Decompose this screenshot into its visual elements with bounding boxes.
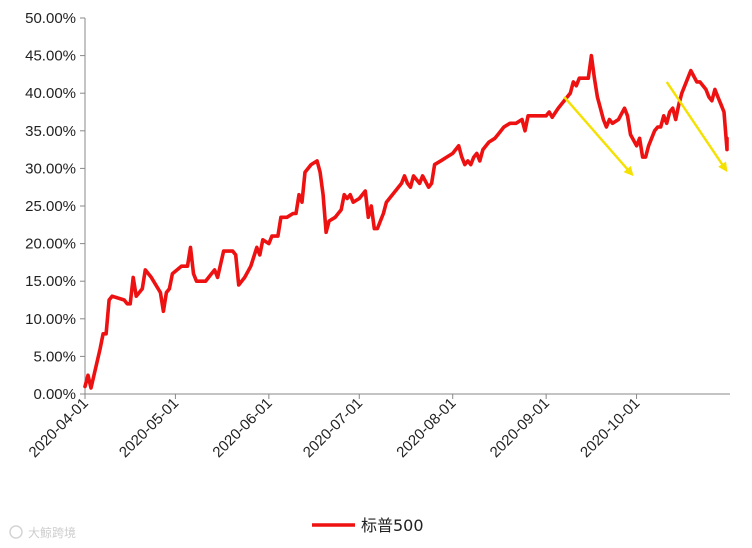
legend: 标普500 bbox=[312, 516, 424, 535]
x-tick-label: 2020-05-01 bbox=[116, 395, 182, 461]
annotation-layer bbox=[563, 81, 728, 177]
series-line-sp500 bbox=[83, 53, 729, 390]
trend-arrow bbox=[665, 81, 728, 173]
x-tick-label: 2020-06-01 bbox=[209, 395, 275, 461]
y-tick-label: 20.00% bbox=[25, 236, 76, 253]
y-tick-label: 35.00% bbox=[25, 123, 76, 140]
y-tick-label: 5.00% bbox=[33, 348, 76, 365]
y-axis-ticks: 0.00% 5.00% 10.00% 15.00% 20.00% 25.00% 30.00%… bbox=[25, 10, 85, 403]
x-tick-label: 2020-09-01 bbox=[487, 395, 553, 461]
legend-label: 标普500 bbox=[361, 516, 424, 535]
y-tick-label: 40.00% bbox=[25, 85, 76, 102]
x-tick-label: 2020-08-01 bbox=[393, 395, 459, 461]
y-tick-label: 0.00% bbox=[33, 386, 76, 403]
watermark-logo-icon bbox=[9, 525, 23, 539]
x-tick-label: 2020-04-01 bbox=[26, 395, 92, 461]
y-tick-label: 50.00% bbox=[25, 10, 76, 27]
x-tick-label: 2020-10-01 bbox=[577, 395, 643, 461]
watermark: 大鲸跨境 bbox=[9, 525, 76, 540]
y-tick-label: 25.00% bbox=[25, 198, 76, 215]
y-tick-label: 30.00% bbox=[25, 160, 76, 177]
x-axis-ticks: 2020-04-01 2020-05-01 2020-06-01 2020-07-01… bbox=[26, 394, 643, 461]
trend-arrow bbox=[563, 96, 634, 177]
y-tick-label: 10.00% bbox=[25, 311, 76, 328]
y-tick-label: 15.00% bbox=[25, 273, 76, 290]
x-tick-label: 2020-07-01 bbox=[300, 395, 366, 461]
y-tick-label: 45.00% bbox=[25, 48, 76, 65]
watermark-text: 大鲸跨境 bbox=[28, 525, 76, 540]
